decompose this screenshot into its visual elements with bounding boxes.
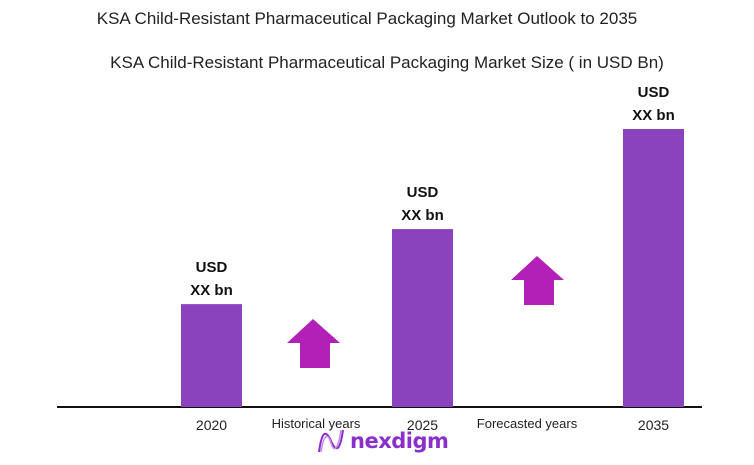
- bar-2020: [181, 304, 242, 407]
- x-tick-label: 2025: [407, 417, 438, 433]
- bar-2025: [392, 229, 453, 407]
- x-tick-label: 2035: [638, 417, 669, 433]
- brand-logo: nexdigm: [316, 428, 449, 454]
- chart-subtitle: KSA Child-Resistant Pharmaceutical Packa…: [110, 53, 664, 72]
- bar-2035: [623, 129, 684, 407]
- up-arrow-forecast-icon: [511, 256, 564, 305]
- x-tick-label: 2020: [196, 417, 227, 433]
- data-label-line1: USD: [638, 84, 670, 101]
- brand-name: nexdigm: [350, 429, 449, 453]
- data-label-line1: USD: [196, 259, 228, 276]
- data-label-line1: USD: [407, 184, 439, 201]
- nexdigm-logo-icon: [318, 429, 344, 453]
- up-arrow-historical-icon: [287, 319, 340, 368]
- chart-title: KSA Child-Resistant Pharmaceutical Packa…: [96, 9, 638, 28]
- annotation-forecasted-years: Forecasted years: [477, 416, 578, 431]
- data-label-line2: XX bn: [401, 207, 444, 224]
- annotation-historical-years: Historical years: [272, 416, 361, 431]
- data-label-line2: XX bn: [632, 107, 675, 124]
- data-label-line2: XX bn: [190, 282, 233, 299]
